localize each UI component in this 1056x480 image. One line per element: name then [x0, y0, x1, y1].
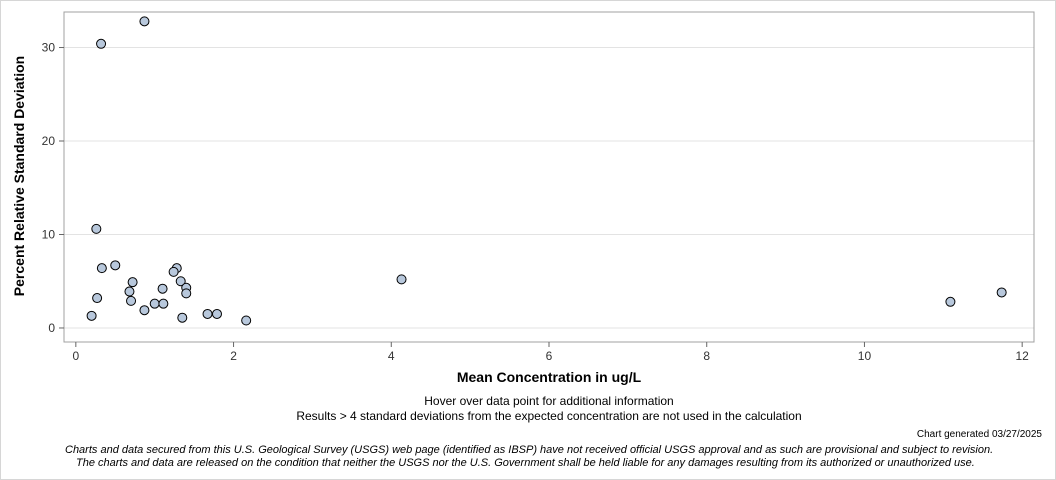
data-point — [241, 315, 252, 326]
y-tick-label: 10 — [42, 227, 56, 241]
data-point — [139, 16, 150, 27]
data-point — [396, 274, 407, 285]
x-tick-label: 6 — [546, 349, 553, 363]
plot-area — [63, 11, 1035, 343]
data-point — [127, 277, 138, 288]
y-axis-title: Percent Relative Standard Deviation — [11, 56, 27, 296]
data-point — [124, 286, 135, 297]
x-tick-label: 4 — [388, 349, 395, 363]
data-point — [91, 223, 102, 234]
x-tick-label: 8 — [703, 349, 710, 363]
disclaimer-line-2: The charts and data are released on the … — [76, 457, 975, 469]
data-point — [126, 295, 137, 306]
data-point — [175, 276, 186, 287]
data-point — [110, 260, 121, 271]
data-point — [158, 298, 169, 309]
data-point — [139, 305, 150, 316]
data-point — [157, 283, 168, 294]
data-point — [996, 287, 1007, 298]
data-point — [202, 308, 213, 319]
data-point — [86, 310, 97, 321]
data-point — [149, 298, 160, 309]
results-note: Results > 4 standard deviations from the… — [296, 409, 802, 423]
data-point — [211, 308, 222, 319]
data-point — [945, 296, 956, 307]
data-point — [92, 293, 103, 304]
x-tick-label: 12 — [1015, 349, 1029, 363]
y-tick-label: 20 — [42, 134, 56, 148]
axes: 0 10 20 30 0 2 4 6 8 10 12 — [42, 41, 1030, 363]
data-point — [177, 312, 188, 323]
data-points — [86, 16, 1007, 326]
data-point — [168, 266, 179, 277]
data-point — [96, 38, 107, 49]
disclaimer-line-1: Charts and data secured from this U.S. G… — [65, 444, 994, 456]
data-point — [181, 288, 192, 299]
chart-generated-date: Chart generated 03/27/2025 — [916, 429, 1042, 440]
x-tick-label: 0 — [72, 349, 79, 363]
x-tick-label: 10 — [858, 349, 872, 363]
x-axis-title: Mean Concentration in ug/L — [457, 369, 642, 385]
gridlines — [64, 47, 1034, 329]
data-point — [96, 263, 107, 274]
y-tick-label: 0 — [48, 321, 55, 335]
hover-note: Hover over data point for additional inf… — [424, 394, 674, 408]
y-tick-label: 30 — [42, 41, 56, 55]
x-tick-label: 2 — [230, 349, 237, 363]
